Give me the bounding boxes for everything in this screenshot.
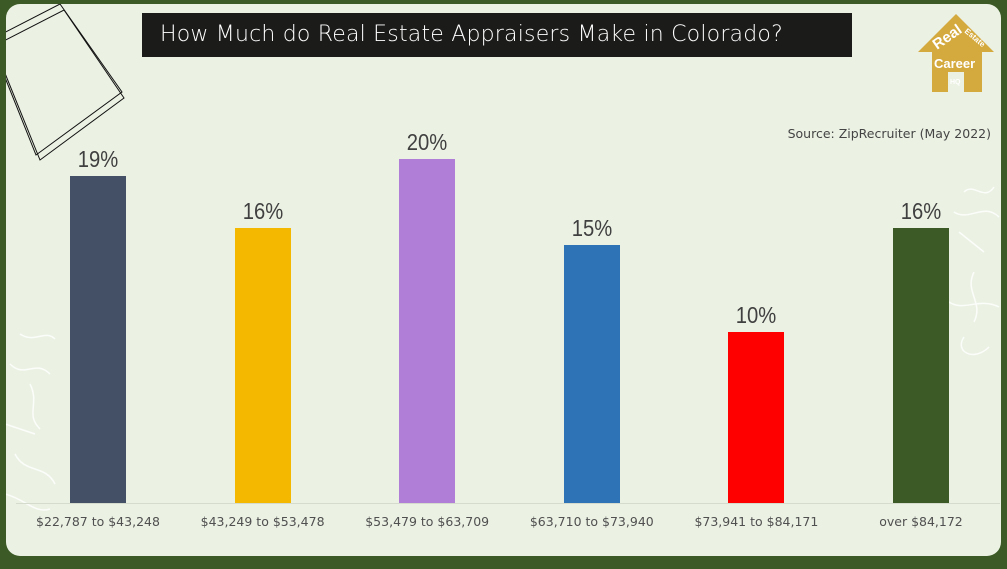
x-axis-line xyxy=(16,503,1000,504)
category-label: $73,941 to $84,171 xyxy=(694,514,819,529)
decorative-squares-icon xyxy=(6,4,125,161)
bar-4 xyxy=(563,245,620,504)
bar-value-label: 19% xyxy=(77,146,119,173)
category-label: $63,710 to $73,940 xyxy=(529,514,654,529)
category-label: over $84,172 xyxy=(879,514,963,529)
bar-value-label: 16% xyxy=(900,198,942,224)
chart-frame: How Much do Real Estate Appraisers Make … xyxy=(6,4,1001,556)
svg-text:HQ: HQ xyxy=(950,79,961,86)
bar-6 xyxy=(893,228,949,504)
category-label: $43,249 to $53,478 xyxy=(200,514,325,529)
bar-value-label: 20% xyxy=(406,129,448,155)
category-label: $22,787 to $43,248 xyxy=(36,514,160,529)
bar-5 xyxy=(728,331,785,504)
chart-title: How Much do Real Estate Appraisers Make … xyxy=(142,13,852,57)
bar-value-label: 15% xyxy=(571,215,613,242)
category-label: $53,479 to $63,709 xyxy=(365,514,490,529)
bar-2 xyxy=(234,228,291,504)
bar-3 xyxy=(399,159,456,504)
source-note: Source: ZipRecruiter (May 2022) xyxy=(787,126,991,141)
bar-value-label: 10% xyxy=(736,301,777,328)
real-estate-career-hq-logo: Real Estate Career HQ xyxy=(918,14,994,92)
decorative-scribble-left-icon xyxy=(6,333,56,511)
bar-value-label: 16% xyxy=(242,198,283,224)
svg-text:Career: Career xyxy=(934,56,975,71)
bar-1 xyxy=(70,176,126,504)
